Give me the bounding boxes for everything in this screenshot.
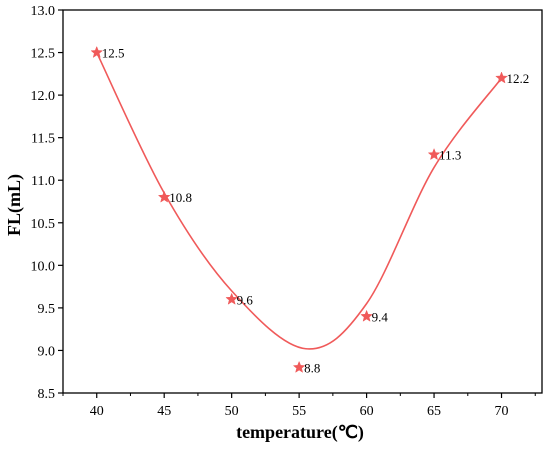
x-axis-title: temperature(℃) bbox=[236, 422, 364, 443]
data-label: 9.6 bbox=[237, 292, 254, 307]
y-tick-label: 10.5 bbox=[31, 217, 56, 232]
data-label: 12.5 bbox=[102, 46, 125, 61]
y-tick-label: 11.0 bbox=[31, 174, 55, 189]
y-tick-label: 9.0 bbox=[38, 344, 56, 359]
y-tick-label: 13.0 bbox=[31, 4, 56, 19]
data-label: 10.8 bbox=[169, 190, 192, 205]
x-tick-label: 55 bbox=[292, 404, 306, 419]
x-tick-label: 60 bbox=[360, 404, 374, 419]
data-label: 8.8 bbox=[304, 360, 320, 375]
star-marker bbox=[495, 71, 508, 84]
x-tick-label: 65 bbox=[427, 404, 441, 419]
fit-curve-layer bbox=[96, 52, 503, 350]
data-label: 11.3 bbox=[439, 148, 461, 163]
fit-curve bbox=[96, 52, 503, 350]
y-tick-label: 10.0 bbox=[31, 259, 56, 274]
star-marker bbox=[427, 148, 441, 161]
data-points-layer bbox=[90, 45, 508, 373]
plot-frame bbox=[62, 9, 543, 394]
x-tick-label: 70 bbox=[495, 404, 509, 419]
x-tick-label: 50 bbox=[225, 404, 239, 419]
y-tick-label: 11.5 bbox=[31, 132, 55, 147]
data-labels-layer: 12.5 10.8 9.6 8.8 9.4 11.3 12.2 bbox=[102, 46, 530, 376]
y-tick-label: 9.5 bbox=[38, 302, 56, 317]
star-marker bbox=[225, 292, 239, 305]
y-tick-label: 12.0 bbox=[31, 89, 56, 104]
y-tick-label: 8.5 bbox=[38, 387, 56, 402]
y-tick-label: 12.5 bbox=[31, 47, 56, 62]
y-axis-title: FL(mL) bbox=[4, 174, 25, 236]
star-marker bbox=[292, 360, 306, 373]
plot-border bbox=[62, 9, 543, 394]
x-axis-ticks: 40 45 50 55 60 65 70 bbox=[62, 393, 536, 419]
star-marker bbox=[90, 45, 104, 58]
data-label: 12.2 bbox=[507, 71, 530, 86]
x-tick-label: 40 bbox=[90, 404, 104, 419]
star-marker bbox=[360, 309, 373, 322]
star-marker bbox=[157, 190, 171, 203]
y-axis-ticks: 8.5 9.0 9.5 10.0 10.5 11.0 11.5 12.0 12.5 13.0 bbox=[31, 4, 63, 402]
data-label: 9.4 bbox=[372, 309, 389, 324]
x-tick-label: 45 bbox=[157, 404, 171, 419]
